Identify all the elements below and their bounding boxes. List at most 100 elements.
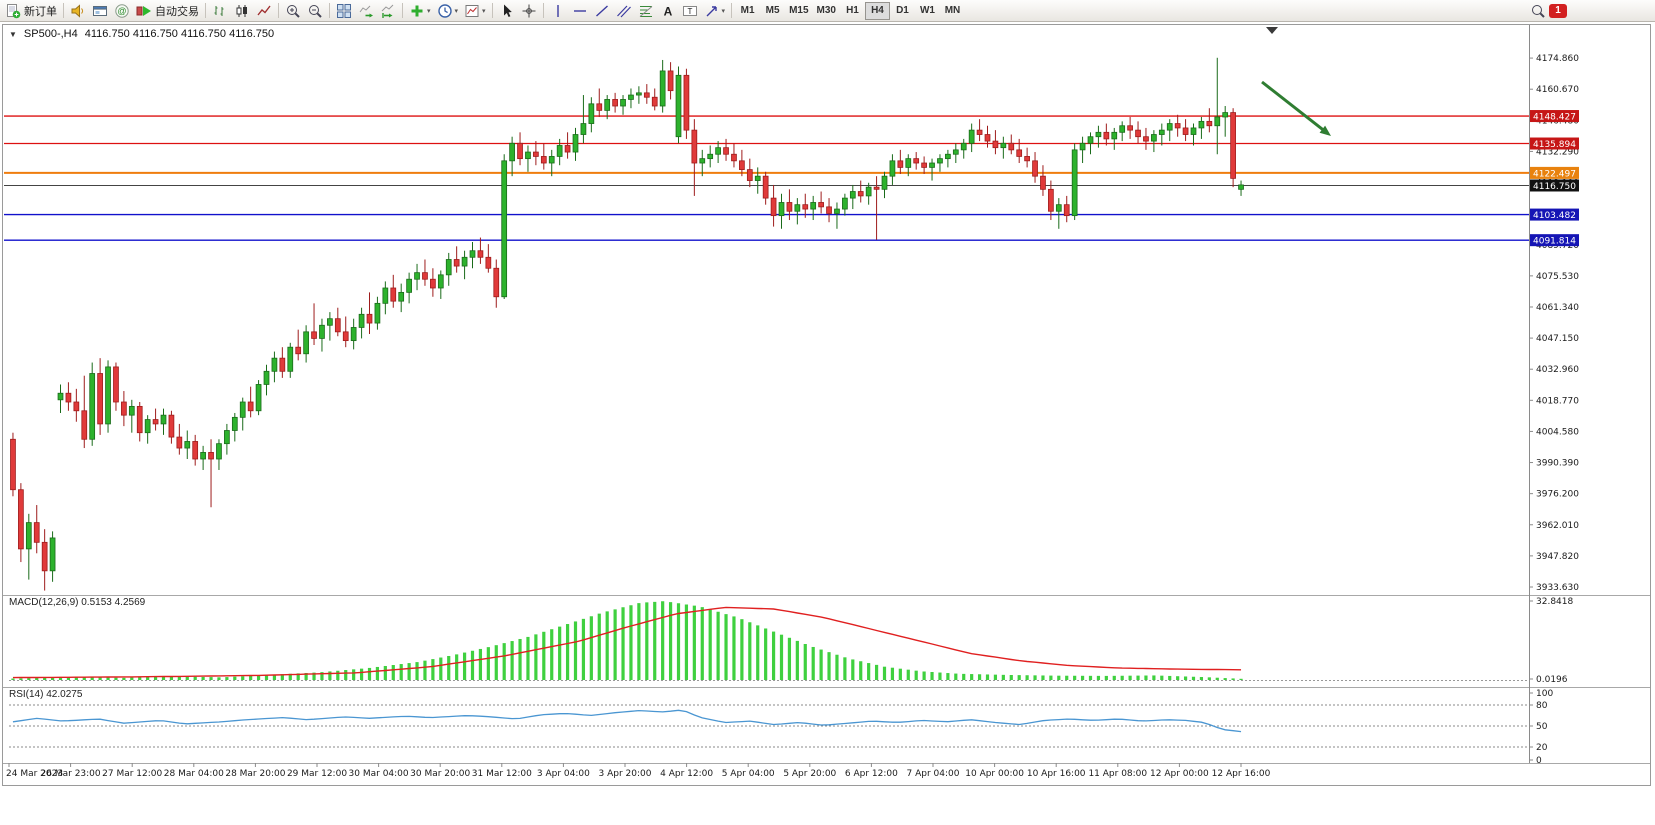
terminal-icon [93, 5, 107, 16]
crosshair-icon [522, 4, 536, 17]
trendline-icon [595, 4, 608, 17]
channel-icon [616, 5, 631, 17]
svg-text:4135.894: 4135.894 [1533, 140, 1576, 150]
oneclick-expand-icon[interactable]: ▼ [9, 29, 17, 39]
svg-text:0.0196: 0.0196 [1536, 675, 1568, 685]
clock-icon [437, 3, 452, 18]
svg-text:4047.150: 4047.150 [1536, 334, 1579, 344]
svg-text:4075.530: 4075.530 [1536, 272, 1579, 282]
tf-h1[interactable]: H1 [840, 2, 865, 20]
arrow-shapes-button[interactable]: ▾ [701, 1, 729, 21]
separator [278, 3, 279, 18]
svg-text:100: 100 [1536, 689, 1553, 699]
cursor-icon [503, 4, 512, 17]
indicators-plus-icon [411, 5, 423, 16]
svg-text:26 Mar 23:00: 26 Mar 23:00 [41, 769, 101, 779]
svg-text:3947.820: 3947.820 [1536, 552, 1579, 562]
metaeditor-icon: @ [115, 3, 129, 18]
autotrading-button[interactable]: 自动交易 [133, 1, 202, 21]
zoom-out-icon [309, 4, 322, 18]
price-badges: 4148.427 4135.894 4122.497 4116.750 4103.482… [1530, 110, 1579, 247]
tf-w1[interactable]: W1 [915, 2, 940, 20]
text-icon: A [663, 4, 672, 18]
tf-m5[interactable]: M5 [760, 2, 785, 20]
channel-button[interactable] [613, 1, 635, 21]
separator [402, 3, 403, 18]
annotations [1261, 27, 1331, 136]
svg-text:10 Apr 00:00: 10 Apr 00:00 [965, 769, 1024, 779]
horizontal-line-button[interactable] [569, 1, 591, 21]
trendline-button[interactable] [591, 1, 613, 21]
horizontal-line-icon [573, 9, 586, 12]
svg-text:50: 50 [1536, 722, 1548, 732]
vertical-line-icon [556, 4, 559, 17]
charts-profile-button[interactable] [67, 1, 89, 21]
svg-text:28 Mar 20:00: 28 Mar 20:00 [225, 769, 285, 779]
svg-text:3962.010: 3962.010 [1536, 521, 1579, 531]
zoom-out-button[interactable] [304, 1, 326, 21]
autoscroll-button[interactable] [355, 1, 377, 21]
templates-button[interactable]: ▾ [461, 1, 489, 21]
tf-m15[interactable]: M15 [785, 2, 812, 20]
new-order-button[interactable]: 新订单 [2, 1, 60, 21]
svg-text:27 Mar 12:00: 27 Mar 12:00 [102, 769, 162, 779]
svg-text:11 Apr 08:00: 11 Apr 08:00 [1088, 769, 1147, 779]
separator [63, 3, 64, 18]
notification-badge[interactable]: 1 [1549, 3, 1567, 18]
svg-text:30 Mar 04:00: 30 Mar 04:00 [349, 769, 409, 779]
svg-text:29 Mar 12:00: 29 Mar 12:00 [287, 769, 347, 779]
zoom-in-button[interactable] [282, 1, 304, 21]
svg-text:5 Apr 04:00: 5 Apr 04:00 [722, 769, 775, 779]
chart-shift-button[interactable] [377, 1, 399, 21]
text-button[interactable]: A [657, 1, 679, 21]
tf-m1[interactable]: M1 [735, 2, 760, 20]
indicators-button[interactable]: ▾ [406, 1, 434, 21]
svg-text:A: A [663, 4, 672, 18]
svg-text:20: 20 [1536, 743, 1548, 753]
chart-canvas[interactable]: 4174.8604160.6704146.4804132.2904118.100… [3, 25, 1650, 785]
svg-text:3 Apr 20:00: 3 Apr 20:00 [599, 769, 652, 779]
svg-text:3976.200: 3976.200 [1536, 490, 1579, 500]
svg-text:4103.482: 4103.482 [1533, 211, 1576, 221]
terminal-button[interactable] [89, 1, 111, 21]
svg-text:4116.750: 4116.750 [1533, 182, 1576, 192]
panel-borders [3, 25, 1650, 764]
tile-windows-button[interactable] [333, 1, 355, 21]
template-icon [465, 4, 479, 17]
autoscroll-icon [359, 5, 373, 17]
svg-text:4160.670: 4160.670 [1536, 85, 1579, 95]
search-button[interactable] [1527, 1, 1549, 21]
text-label-button[interactable]: T [679, 1, 701, 21]
separator [329, 3, 330, 18]
macd-panel: 32.8418 0.0196 [9, 597, 1573, 685]
tf-d1[interactable]: D1 [890, 2, 915, 20]
chevron-down-icon: ▾ [427, 7, 431, 15]
chart-shift-icon [381, 4, 394, 18]
svg-text:10 Apr 16:00: 10 Apr 16:00 [1027, 769, 1086, 779]
svg-text:4032.960: 4032.960 [1536, 365, 1579, 375]
candlestick-chart-icon [236, 4, 247, 17]
svg-text:3933.630: 3933.630 [1536, 583, 1579, 593]
candlestick-chart-button[interactable] [231, 1, 253, 21]
zoom-in-icon [287, 4, 300, 18]
fibonacci-button[interactable] [635, 1, 657, 21]
vertical-line-button[interactable] [547, 1, 569, 21]
line-chart-button[interactable] [253, 1, 275, 21]
bar-chart-button[interactable] [209, 1, 231, 21]
metaeditor-button[interactable]: @ [111, 1, 133, 21]
autotrading-play-icon [136, 5, 151, 16]
tf-m30[interactable]: M30 [813, 2, 840, 20]
cursor-button[interactable] [496, 1, 518, 21]
fibonacci-icon [639, 5, 652, 17]
chart-window: 4174.8604160.6704146.4804132.2904118.100… [2, 24, 1651, 786]
chevron-down-icon: ▾ [721, 7, 726, 15]
svg-text:4018.770: 4018.770 [1536, 396, 1579, 406]
separator [731, 3, 733, 18]
crosshair-button[interactable] [518, 1, 540, 21]
svg-text:T: T [687, 6, 692, 15]
search-icon [1532, 4, 1545, 18]
periods-button[interactable]: ▾ [434, 1, 462, 21]
tf-h4[interactable]: H4 [864, 1, 890, 20]
tf-mn[interactable]: MN [940, 2, 965, 20]
